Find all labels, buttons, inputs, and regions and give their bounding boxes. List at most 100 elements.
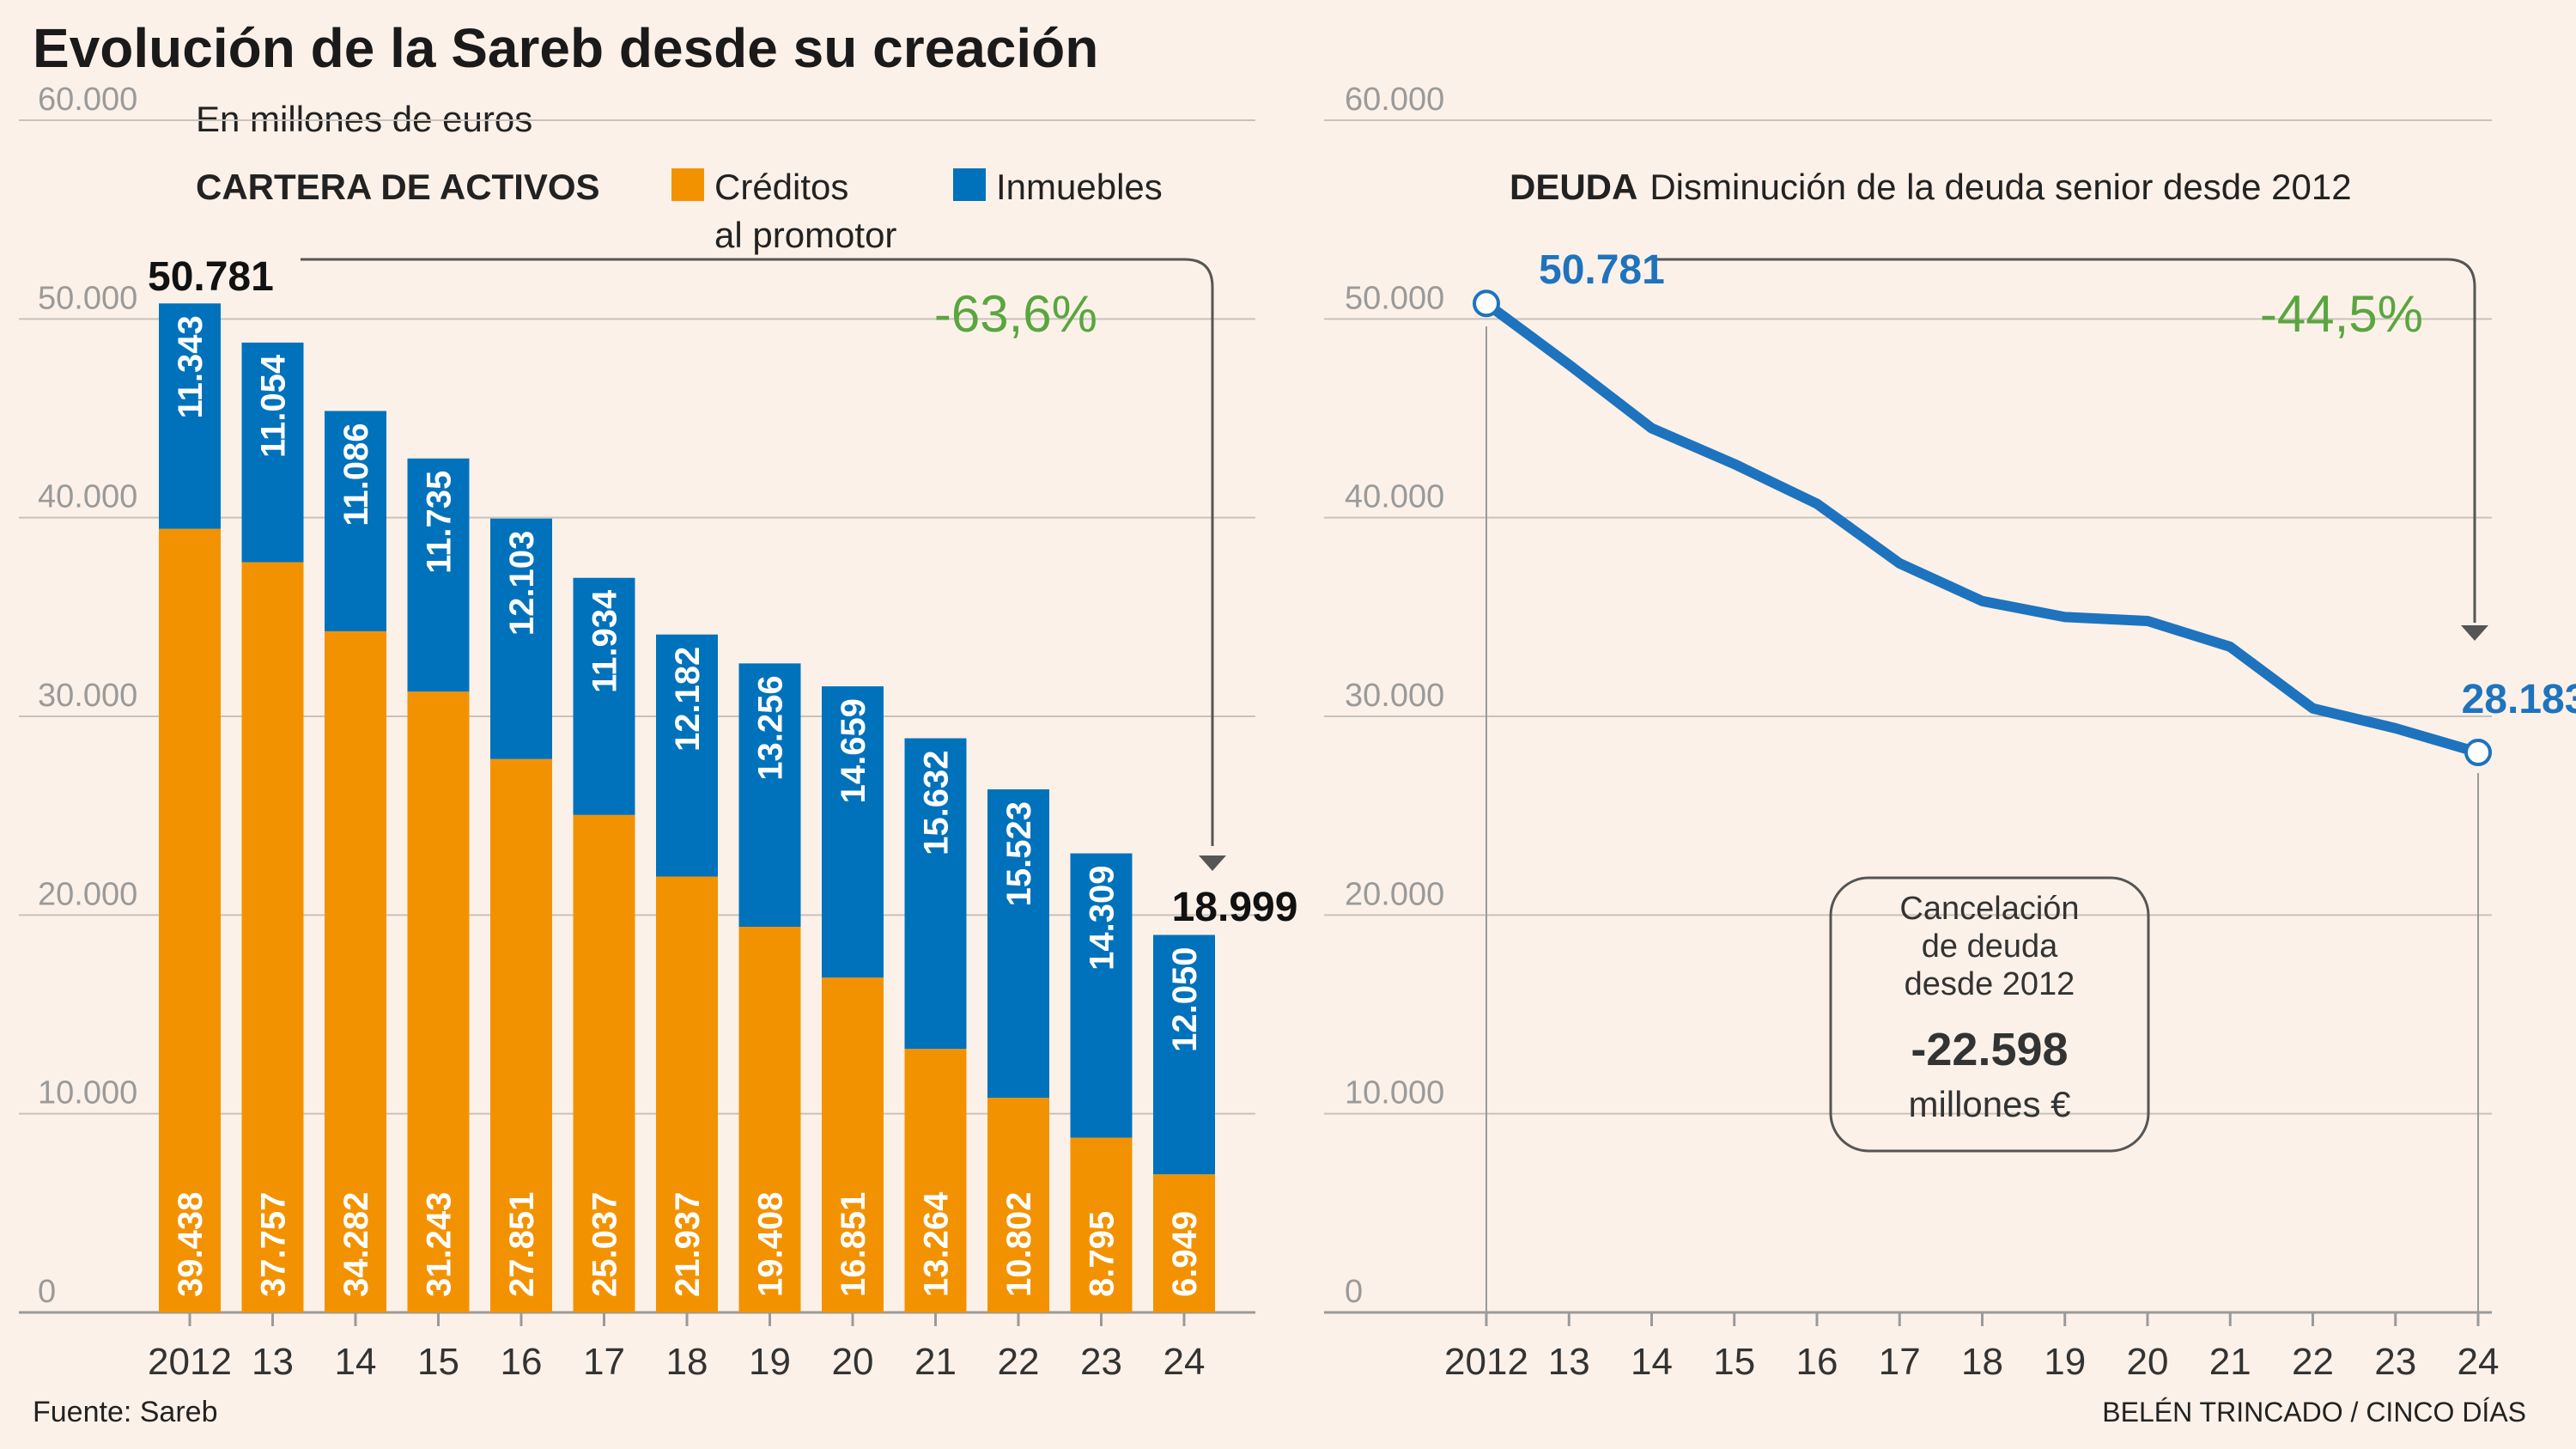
bar-inmuebles <box>1070 853 1133 1138</box>
bar-inmuebles <box>656 634 718 877</box>
left-decline-arrow <box>301 258 1214 846</box>
bar-inmuebles <box>241 342 304 563</box>
legend-creditos-label-1: Créditos <box>714 167 848 207</box>
left-y-tick-label: 60.000 <box>38 82 137 118</box>
bar-label-inmuebles: 13.256 <box>752 675 790 780</box>
left-x-tick-label: 23 <box>1080 1341 1122 1383</box>
right-x-tick-label: 20 <box>2127 1341 2169 1383</box>
legend-inmuebles-swatch <box>953 168 986 201</box>
bar-label-inmuebles: 12.103 <box>503 531 541 636</box>
bar-creditos <box>987 1098 1049 1312</box>
right-y-tick-label: 40.000 <box>1345 479 1444 515</box>
bar-inmuebles <box>159 303 221 529</box>
right-x-tick-label: 19 <box>2044 1341 2086 1383</box>
bar-creditos <box>1153 1174 1215 1312</box>
right-gridlines: 0 10.000 20.000 30.000 40.000 50.000 60.000 <box>1324 82 2492 1314</box>
cancel-box-line-2: de deuda <box>1922 928 2058 965</box>
right-y-tick-label: 50.000 <box>1345 280 1444 316</box>
right-pct-change: -44,5% <box>2260 285 2423 343</box>
bar-creditos <box>490 758 552 1312</box>
left-pct-change: -63,6% <box>934 285 1097 343</box>
bar-creditos <box>407 691 470 1312</box>
bar-label-inmuebles: 11.735 <box>421 471 459 574</box>
right-y-tick-label: 30.000 <box>1345 678 1444 714</box>
bar-label-inmuebles: 15.523 <box>1000 801 1038 906</box>
bar-creditos <box>904 1049 967 1312</box>
debt-end-point <box>2464 739 2492 767</box>
cancel-box-line-3: desde 2012 <box>1905 966 2075 1002</box>
right-x-tick-label: 15 <box>1713 1341 1755 1383</box>
source-note: Fuente: Sareb <box>33 1396 217 1428</box>
bar-creditos <box>656 876 718 1312</box>
left-x-tick-label: 15 <box>417 1341 459 1383</box>
bar-creditos <box>822 977 884 1312</box>
right-x-tick-label: 17 <box>1879 1341 1921 1383</box>
left-x-tick-label: 21 <box>914 1341 957 1383</box>
left-x-tick-label: 13 <box>252 1341 294 1383</box>
bar-creditos <box>573 814 635 1312</box>
bar-creditos <box>738 927 801 1312</box>
debt-line <box>1481 298 2483 758</box>
left-start-total: 50.781 <box>148 254 274 300</box>
cancel-box <box>1829 876 2150 1153</box>
bar-label-creditos: 37.757 <box>255 1192 293 1297</box>
bar-label-inmuebles: 11.086 <box>337 423 375 526</box>
bar-label-creditos: 34.282 <box>337 1192 375 1297</box>
right-x-tick-label: 14 <box>1631 1341 1673 1383</box>
bar-label-creditos: 6.949 <box>1166 1211 1204 1297</box>
right-y-tick-label: 20.000 <box>1345 876 1444 912</box>
right-x-tick-label: 24 <box>2458 1341 2500 1383</box>
legend-creditos-swatch <box>671 168 704 201</box>
cancel-box-line-1: Cancelación <box>1899 891 2079 927</box>
bar-label-creditos: 27.851 <box>503 1192 541 1297</box>
bar-creditos <box>1070 1137 1133 1312</box>
right-x-tick-label: 13 <box>1548 1341 1590 1383</box>
bar-inmuebles <box>1153 935 1215 1175</box>
bar-inmuebles <box>822 686 884 978</box>
right-x-axis: 2012 13 14 15 16 17 18 19 20 21 22 23 24 <box>1444 326 2499 1383</box>
page-title: Evolución de la Sareb desde su creación <box>33 17 1098 79</box>
right-arrow-head-icon <box>2461 625 2488 641</box>
right-header-bold: DEUDA <box>1510 167 1637 207</box>
right-start-label: 50.781 <box>1539 247 1665 293</box>
left-gridlines: 0 10.000 20.000 30.000 40.000 50.000 60.000 <box>19 82 1255 1314</box>
right-x-tick-label: 16 <box>1796 1341 1838 1383</box>
left-arrow-head-icon <box>1199 855 1226 871</box>
right-decline-arrow <box>1653 258 2476 623</box>
bar-label-inmuebles: 12.050 <box>1166 947 1204 1051</box>
bar-label-inmuebles: 11.934 <box>586 589 624 693</box>
left-y-tick-label: 40.000 <box>38 479 137 515</box>
bar-inmuebles <box>490 518 552 759</box>
bar-inmuebles <box>987 789 1049 1099</box>
left-x-tick-label: 2012 <box>148 1341 232 1383</box>
bar-label-inmuebles: 14.309 <box>1084 866 1121 971</box>
cancel-box-unit: millones € <box>1908 1084 2070 1124</box>
left-header: CARTERA DE ACTIVOS <box>196 167 600 207</box>
left-y-tick-label: 0 <box>38 1274 56 1310</box>
left-x-tick-label: 14 <box>335 1341 377 1383</box>
bar-creditos <box>241 562 304 1312</box>
legend-creditos-label-2: al promotor <box>714 215 896 255</box>
cancel-box-value: -22.598 <box>1911 1024 2068 1075</box>
bar-group: 39.438 11.343 37.757 11.054 34.282 11.086 31.2… <box>159 303 1215 1312</box>
bar-inmuebles <box>738 663 801 928</box>
left-x-tick-label: 22 <box>998 1341 1040 1383</box>
left-x-tick-label: 19 <box>749 1341 791 1383</box>
right-x-tick-label: 18 <box>1961 1341 2003 1383</box>
left-x-tick-label: 24 <box>1163 1341 1206 1383</box>
right-x-tick-label: 2012 <box>1444 1341 1528 1383</box>
right-x-tick-label: 23 <box>2374 1341 2416 1383</box>
right-x-tick-label: 21 <box>2209 1341 2251 1383</box>
bar-inmuebles <box>904 738 967 1050</box>
left-y-tick-label: 20.000 <box>38 876 137 912</box>
bar-inmuebles <box>573 577 635 815</box>
right-y-tick-label: 10.000 <box>1345 1075 1444 1111</box>
author-credit: BELÉN TRINCADO / CINCO DÍAS <box>2102 1397 2526 1428</box>
subtitle: En millones de euros <box>196 99 532 139</box>
right-y-tick-label: 60.000 <box>1345 82 1444 118</box>
left-x-tick-label: 20 <box>832 1341 874 1383</box>
debt-start-point <box>1473 289 1500 318</box>
right-y-tick-label: 0 <box>1345 1274 1363 1310</box>
